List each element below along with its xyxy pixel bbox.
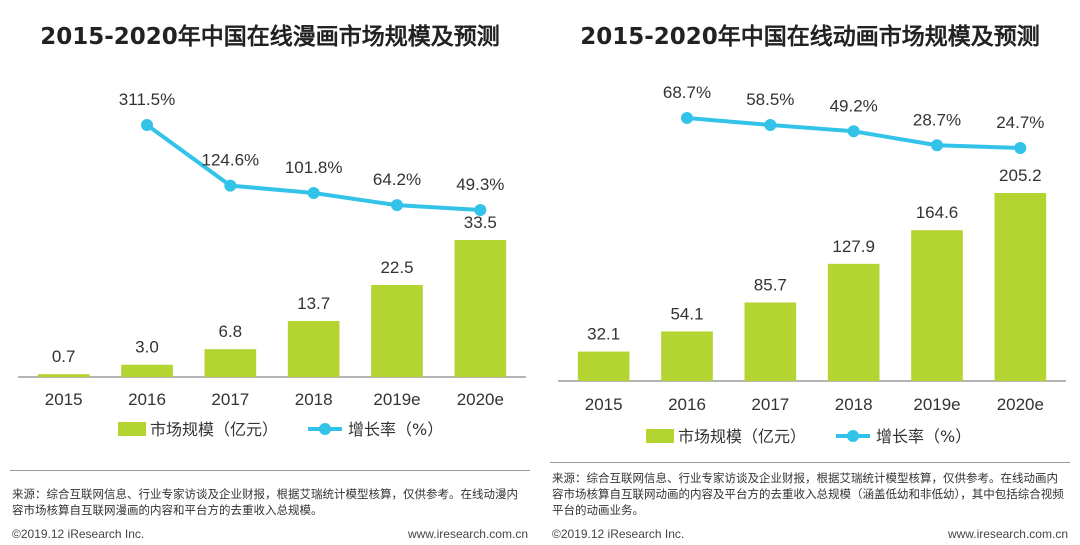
x-tick-label: 2017: [211, 390, 249, 409]
bar-value-label: 13.7: [297, 294, 330, 313]
growth-point-2018: [307, 186, 320, 199]
legend-bar-swatch: [646, 429, 674, 443]
bar-2015: [577, 351, 630, 381]
growth-point-2018: [847, 125, 860, 138]
source-note: 来源：综合互联网信息、行业专家访谈及企业财报，根据艾瑞统计模型核算，仅供参考。在…: [12, 487, 518, 517]
bar-value-label: 164.6: [916, 203, 959, 222]
growth-point-2019e: [391, 199, 403, 212]
bar-value-label: 33.5: [464, 213, 497, 232]
bar-value-label: 54.1: [670, 304, 703, 323]
bar-value-label: 3.0: [135, 338, 159, 357]
bar-2019e: [911, 230, 963, 381]
bar-2015: [37, 374, 90, 377]
x-tick-label: 2019e: [913, 395, 960, 414]
bar-2016: [661, 331, 713, 381]
x-tick-label: 2019e: [373, 390, 420, 409]
growth-point-2020e: [474, 204, 487, 216]
website-link[interactable]: www.iresearch.com.cn: [407, 527, 528, 541]
growth-rate-label: 68.7%: [663, 83, 711, 102]
copyright-text: ©2019.12 iResearch Inc.: [552, 527, 685, 541]
animation-chart-panel: 2015-2020年中国在线动画市场规模及预测 32.1 2015 54.1 2016…: [540, 0, 1080, 545]
chart-title: 2015-2020年中国在线动画市场规模及预测: [580, 24, 1040, 50]
copyright-text: ©2019.12 iResearch Inc.: [12, 527, 145, 541]
bar-value-label: 85.7: [754, 275, 787, 294]
x-tick-label: 2015: [45, 390, 83, 409]
growth-rate-label: 58.5%: [746, 90, 794, 109]
bar-value-label: 32.1: [587, 325, 620, 344]
growth-rate-label: 311.5%: [119, 90, 175, 109]
legend-line-marker: [319, 423, 331, 435]
comic-chart-panel: 2015-2020年中国在线漫画市场规模及预测 0.7 2015 3.0 2016 6.…: [10, 24, 530, 541]
source-note: 来源：综合互联网信息、行业专家访谈及企业财报，根据艾瑞统计模型核算，仅供参考。在…: [552, 471, 1064, 517]
chart-title: 2015-2020年中国在线漫画市场规模及预测: [40, 24, 500, 50]
x-tick-label: 2016: [128, 390, 166, 409]
growth-rate-label: 64.2%: [373, 170, 421, 189]
bar-2020e: [994, 193, 1047, 381]
bar-2018: [287, 320, 340, 377]
bar-2018: [827, 263, 880, 381]
x-tick-label: 2020e: [457, 390, 504, 409]
bar-value-label: 0.7: [52, 347, 76, 366]
source-divider: [550, 462, 1070, 463]
bar-value-label: 205.2: [999, 166, 1042, 185]
animation-chart-plot: 32.1 2015 54.1 2016 85.7 2017 127.9 2018 164.6 20…: [558, 83, 1066, 446]
legend-line-label: 增长率（%）: [348, 420, 443, 439]
bar-value-label: 22.5: [380, 258, 413, 277]
growth-point-2016: [141, 119, 153, 131]
growth-point-2019e: [931, 139, 943, 152]
bar-2020e: [454, 240, 507, 377]
legend-bar-label: 市场规模（亿元）: [150, 420, 278, 439]
growth-point-2017: [224, 179, 237, 192]
source-divider: [10, 470, 530, 471]
growth-rate-label: 49.3%: [456, 175, 504, 194]
x-tick-label: 2020e: [997, 395, 1044, 414]
legend-bar-label: 市场规模（亿元）: [678, 427, 806, 446]
x-tick-label: 2017: [751, 395, 789, 414]
legend-line-marker: [847, 430, 859, 442]
growth-rate-label: 101.8%: [285, 158, 343, 177]
x-tick-label: 2018: [295, 390, 333, 409]
x-tick-label: 2015: [585, 395, 623, 414]
comic-chart-plot: 0.7 2015 3.0 2016 6.8 2017 13.7 2018 22.5 2019e 33…: [18, 90, 526, 439]
bar-2017: [744, 302, 797, 381]
bar-2017: [204, 349, 257, 377]
legend-bar-swatch: [118, 422, 146, 436]
growth-rate-label: 28.7%: [913, 110, 961, 129]
legend-line-label: 增长率（%）: [876, 427, 971, 446]
bar-2016: [121, 364, 173, 377]
bar-value-label: 6.8: [219, 322, 243, 341]
growth-point-2020e: [1014, 142, 1027, 154]
bar-value-label: 127.9: [832, 237, 875, 256]
growth-rate-label: 124.6%: [201, 151, 259, 170]
growth-point-2016: [681, 112, 693, 124]
x-tick-label: 2018: [835, 395, 873, 414]
growth-rate-label: 24.7%: [996, 113, 1044, 132]
website-link[interactable]: www.iresearch.com.cn: [947, 527, 1068, 541]
growth-rate-label: 49.2%: [830, 96, 878, 115]
x-tick-label: 2016: [668, 395, 706, 414]
bar-2019e: [371, 284, 423, 377]
growth-point-2017: [764, 118, 777, 131]
